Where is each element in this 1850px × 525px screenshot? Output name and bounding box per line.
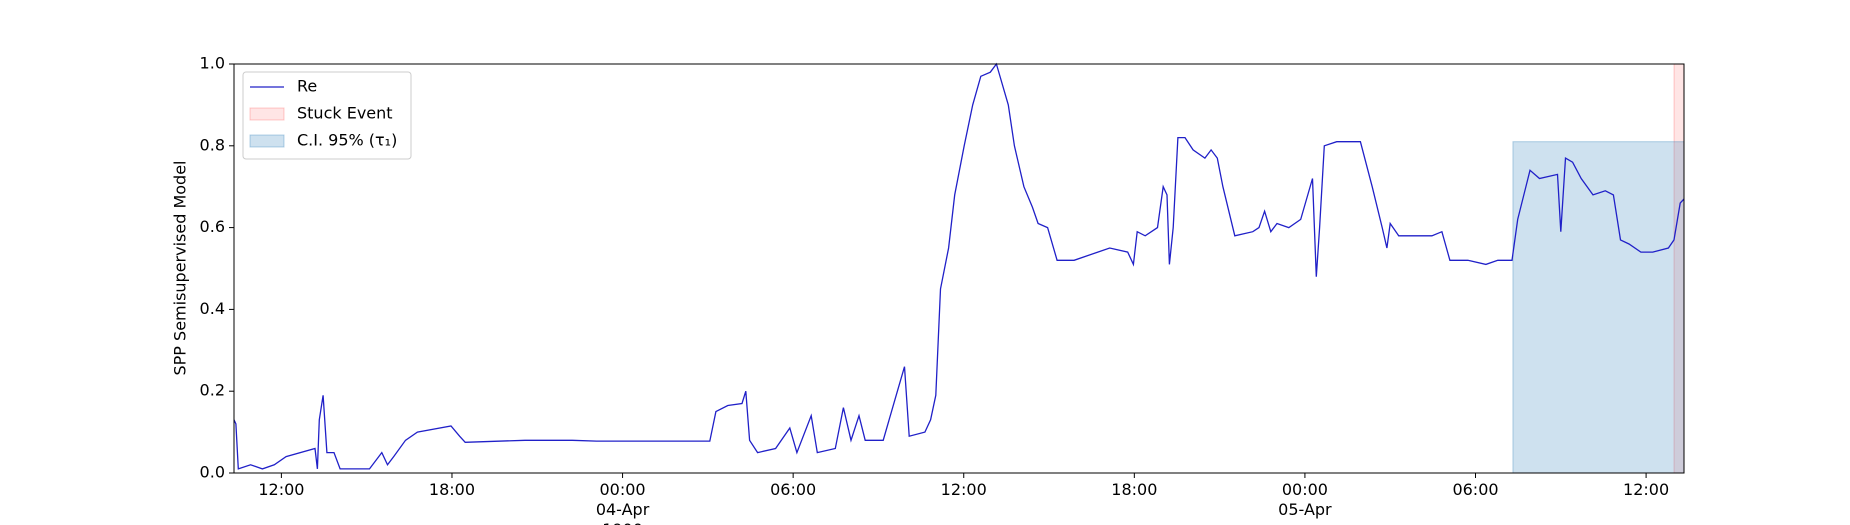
- legend-box: [242, 71, 412, 160]
- data-line: [233, 62, 1685, 470]
- x-tick-label: 06:00: [770, 480, 816, 499]
- y-tick-label: 0.6: [200, 217, 225, 236]
- y-tick-label: 1.0: [200, 54, 225, 73]
- y-axis-label: SPP Semisupervised Model: [171, 161, 190, 376]
- y-tick-label: 0.0: [200, 463, 225, 482]
- legend-label: Re: [297, 77, 317, 96]
- y-tick-label: 0.8: [200, 135, 225, 154]
- y-tick-label: 0.2: [200, 381, 225, 400]
- legend-swatch: [249, 107, 285, 121]
- legend-swatch: [249, 134, 285, 148]
- x-tick-label: 12:00: [258, 480, 304, 499]
- span: [1512, 141, 1685, 474]
- plot-frame: [233, 63, 1685, 474]
- x-tick-label: 18:00: [429, 480, 475, 499]
- y-tick-label: 0.4: [200, 299, 225, 318]
- x-tick-label: 12:00: [941, 480, 987, 499]
- x-tick-label: 06:00: [1452, 480, 1498, 499]
- x-tick-label: 00:00 05-Apr: [1278, 480, 1332, 519]
- legend-label: Stuck Event: [297, 104, 393, 123]
- x-tick-label: 18:00: [1111, 480, 1157, 499]
- legend-label: C.I. 95% (τ₁): [297, 131, 397, 150]
- x-tick-label: 12:00: [1623, 480, 1669, 499]
